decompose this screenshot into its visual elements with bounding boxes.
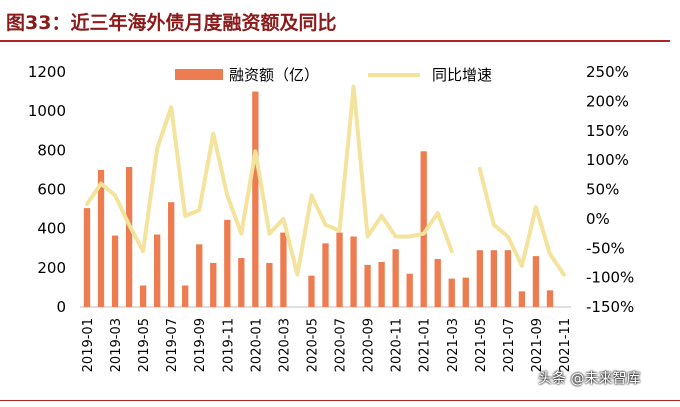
x-axis-tick-label: 2021-09 <box>530 318 545 372</box>
bar <box>252 91 259 307</box>
bar <box>406 273 413 307</box>
x-axis-tick-label: 2020-05 <box>305 318 320 372</box>
x-axis-tick-label: 2019-01 <box>81 318 96 372</box>
title-rule <box>0 40 670 42</box>
bar <box>139 285 147 307</box>
bar <box>336 232 343 307</box>
left-axis-tick-label: 800 <box>37 141 66 159</box>
left-axis-tick-label: 400 <box>37 220 66 238</box>
bar <box>322 243 329 307</box>
left-axis-tick-label: 1200 <box>28 63 66 81</box>
bar <box>97 169 105 307</box>
right-axis-tick-label: -100% <box>586 269 634 287</box>
bar <box>182 285 189 307</box>
bar <box>83 208 91 307</box>
x-axis-tick-label: 2019-07 <box>165 318 180 372</box>
line-segment <box>477 166 566 277</box>
right-axis-tick-label: 250% <box>586 63 629 81</box>
line-series <box>85 84 566 277</box>
bar <box>210 262 217 307</box>
bar <box>518 291 526 307</box>
right-axis-tick-label: 100% <box>586 151 629 169</box>
bar <box>546 290 554 307</box>
bar <box>476 250 483 307</box>
bar <box>196 244 203 307</box>
bar <box>350 236 357 307</box>
right-axis-tick-label: -50% <box>586 239 625 257</box>
bar <box>392 249 399 307</box>
legend-bar-label: 融资额（亿） <box>229 66 319 84</box>
x-axis-tick-label: 2021-03 <box>446 318 461 372</box>
x-axis-tick-label: 2019-03 <box>109 318 124 372</box>
bar <box>168 202 175 307</box>
right-axis-tick-label: 150% <box>586 122 629 140</box>
right-axis-tick-label: 0% <box>586 210 610 228</box>
bar <box>266 262 273 307</box>
chart-title: 图33：近三年海外债月度融资额及同比 <box>6 12 337 34</box>
bar <box>532 256 540 307</box>
x-axis-tick-label: 2021-11 <box>558 318 573 372</box>
left-axis-tick-label: 600 <box>37 181 66 199</box>
x-axis-tick-label: 2020-09 <box>362 318 377 372</box>
bar <box>504 250 512 307</box>
left-axis-tick-label: 0 <box>56 298 66 316</box>
bar <box>111 235 119 307</box>
bar <box>378 261 385 307</box>
bar <box>448 278 455 307</box>
x-axis-tick-label: 2019-05 <box>137 318 152 372</box>
legend-bar-swatch <box>175 69 223 80</box>
axes: 0 200 400 600 800 1000 1200 -150% -100% -50% 0% 50%… <box>28 63 634 372</box>
bar <box>154 234 161 307</box>
left-axis-tick-label: 200 <box>37 259 66 277</box>
legend-line-label: 同比增速 <box>432 66 492 84</box>
bar <box>224 219 231 307</box>
bar <box>125 166 133 307</box>
bar <box>490 250 497 307</box>
watermark: 头条 @未来智库 <box>538 371 641 387</box>
bar <box>420 151 427 307</box>
left-axis-tick-label: 1000 <box>28 102 66 120</box>
bar <box>434 259 441 307</box>
right-axis-tick-label: 50% <box>586 181 619 199</box>
bar-series <box>83 91 554 307</box>
line-segment <box>85 84 454 277</box>
right-axis-tick-label: -150% <box>586 298 634 316</box>
x-axis-tick-label: 2021-07 <box>502 318 517 372</box>
bottom-rule <box>0 400 680 401</box>
x-axis-tick-label: 2020-03 <box>277 318 292 372</box>
bar <box>308 275 315 307</box>
x-axis-tick-label: 2019-11 <box>221 318 236 372</box>
right-axis-tick-label: 200% <box>586 92 629 110</box>
x-axis-tick-label: 2021-05 <box>474 318 489 372</box>
bar <box>238 258 245 307</box>
bar <box>462 277 469 307</box>
legend: 融资额（亿） 同比增速 <box>175 66 492 84</box>
x-axis-tick-label: 2020-11 <box>390 318 405 372</box>
x-axis-tick-label: 2019-09 <box>193 318 208 372</box>
bar <box>364 264 371 307</box>
x-axis-tick-label: 2021-01 <box>418 318 433 372</box>
x-axis-tick-label: 2020-07 <box>334 318 349 372</box>
bar <box>280 232 287 307</box>
x-axis-tick-label: 2020-01 <box>249 318 264 372</box>
